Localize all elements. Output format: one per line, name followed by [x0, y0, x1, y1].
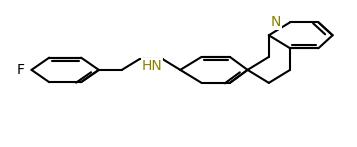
Text: N: N	[271, 15, 281, 29]
Text: F: F	[17, 63, 25, 77]
Text: HN: HN	[142, 59, 162, 73]
